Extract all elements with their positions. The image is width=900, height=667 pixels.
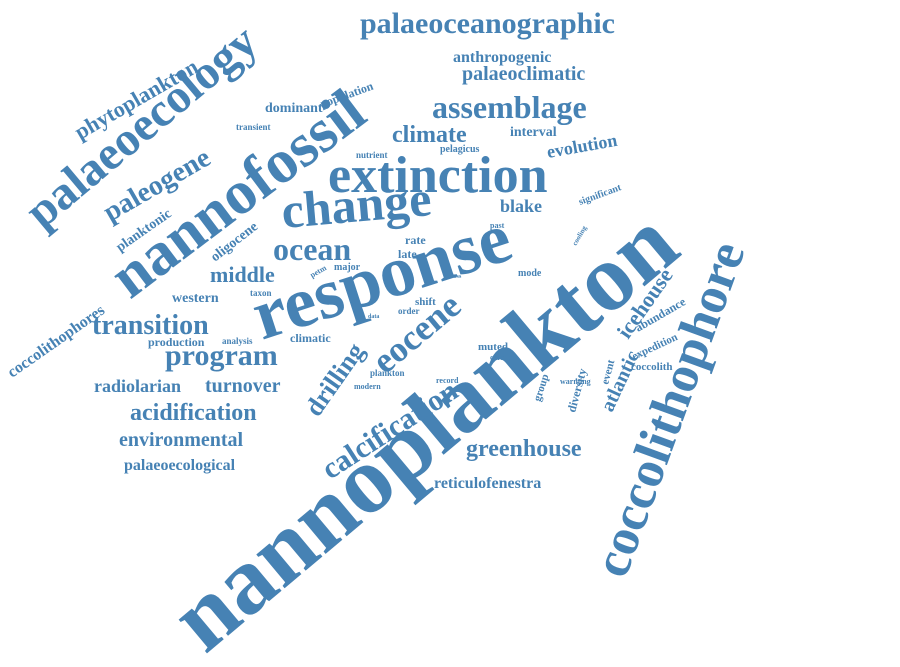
word-loss: loss [452, 274, 462, 280]
word-order: order [398, 306, 420, 316]
word-program: program [165, 339, 278, 372]
word-palaeoclimatic: palaeoclimatic [462, 63, 585, 85]
word-data: data [368, 314, 379, 320]
word-middle: middle [210, 262, 275, 287]
word-pelagicus: pelagicus [440, 144, 480, 155]
word-coccolith: coccolith [631, 361, 673, 373]
word-blake: blake [500, 196, 542, 216]
word-change: change [279, 170, 433, 239]
word-palaeoecological: palaeoecological [124, 457, 236, 474]
word-coccolithophores: coccolithophores [5, 302, 108, 382]
word-production: production [148, 335, 205, 349]
word-radiolarian: radiolarian [94, 376, 181, 396]
word-muted: muted [478, 341, 508, 353]
word-climate: climate [392, 122, 467, 148]
word-record: record [436, 376, 459, 385]
word-dominant: dominant [265, 101, 323, 116]
word-calcite: calcite [490, 353, 512, 362]
word-greenhouse: greenhouse [466, 436, 582, 462]
word-late: late [398, 247, 417, 261]
word-extinction: extinction [328, 147, 548, 204]
word-ocean: ocean [273, 231, 351, 267]
word-turnover: turnover [205, 375, 281, 397]
word-mode: mode [518, 268, 542, 279]
word-modern: modern [354, 382, 381, 391]
word-interval: interval [510, 125, 557, 140]
word-past: past [490, 221, 505, 230]
word-anthropogenic: anthropogenic [453, 49, 551, 66]
word-analysis: analysis [222, 336, 253, 346]
word-transition: transition [92, 310, 209, 341]
word-western: western [172, 291, 219, 306]
word-major: major [334, 262, 361, 273]
word-assemblage: assemblage [432, 89, 587, 125]
word-acidification: acidification [130, 400, 257, 426]
word-environmental: environmental [119, 429, 244, 451]
word-warming: warming [560, 377, 591, 386]
word-reticulofenestra: reticulofenestra [434, 475, 541, 492]
word-palaeoceanographic: palaeoceanographic [360, 7, 615, 40]
word-drilling: drilling [299, 337, 370, 421]
word-nutrient: nutrient [356, 150, 388, 160]
word-rate: rate [405, 233, 426, 247]
word-taxon: taxon [250, 288, 272, 298]
word-plankton: plankton [370, 368, 405, 378]
word-transient: transient [236, 122, 271, 132]
word-shift: shift [415, 296, 436, 308]
word-climatic: climatic [290, 331, 331, 345]
